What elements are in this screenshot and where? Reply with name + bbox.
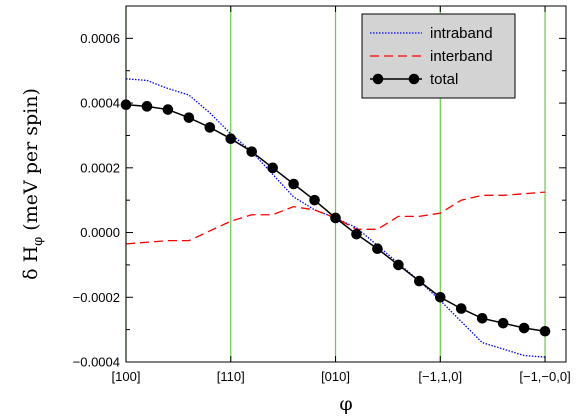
x-tick-label-4: [−1,−0,0]	[519, 369, 570, 384]
legend-marker-total-left	[372, 73, 384, 85]
y-tick-label-1: −0.0002	[73, 290, 120, 305]
x-axis-title: φ	[339, 393, 352, 415]
x-tick-label-1: [110]	[217, 369, 245, 384]
point-total-3	[183, 112, 195, 123]
point-total-18	[497, 317, 509, 329]
y-tick-label-5: 0.0006	[80, 31, 120, 46]
point-total-12	[372, 243, 383, 255]
y-tick-label-3: 0.0002	[80, 160, 120, 175]
x-tick-label-0: [100]	[112, 369, 141, 384]
point-total-7	[267, 162, 278, 174]
plot-frame	[125, 5, 567, 363]
y-axis-title-main: δ H	[20, 246, 42, 280]
point-total-9	[309, 194, 320, 206]
y-axis-title-rest: (meV per spin)	[20, 88, 42, 237]
point-total-10	[330, 212, 341, 224]
y-tick-label-0: −0.0004	[73, 355, 120, 370]
point-total-2	[162, 104, 174, 115]
point-total-13	[393, 259, 404, 271]
point-total-19	[518, 322, 530, 334]
legend-label-intraband: intraband	[430, 25, 493, 42]
y-tick-label-2: 0.0000	[80, 225, 120, 240]
legend-marker-total-right	[408, 73, 420, 85]
point-total-20	[539, 325, 551, 337]
legend: intraband interband total	[361, 13, 516, 99]
legend-label-interband: interband	[430, 48, 493, 65]
tick-layer: [100] [110] [010] [−1,1,0] [−1,−0,0] −0.0004 −…	[73, 5, 571, 384]
point-total-4	[204, 122, 216, 133]
legend-entries: intraband interband total	[370, 25, 493, 88]
point-total-11	[351, 228, 362, 240]
series-layer	[120, 78, 551, 358]
y-axis-title: δ Hφ (meV per spin)	[20, 88, 46, 280]
point-total-5	[225, 133, 237, 144]
x-tick-label-3: [−1,1,0]	[418, 369, 462, 384]
point-total-17	[476, 313, 488, 324]
point-total-14	[414, 275, 425, 287]
point-total-16	[455, 303, 467, 314]
point-total-6	[246, 146, 258, 157]
x-tick-label-2: [010]	[321, 369, 350, 384]
point-total-15	[434, 291, 446, 303]
point-total-8	[288, 178, 299, 190]
point-total-1	[141, 101, 153, 112]
legend-label-total: total	[430, 71, 458, 88]
y-tick-label-4: 0.0004	[80, 96, 120, 111]
y-axis-title-subscript: φ	[31, 237, 46, 246]
